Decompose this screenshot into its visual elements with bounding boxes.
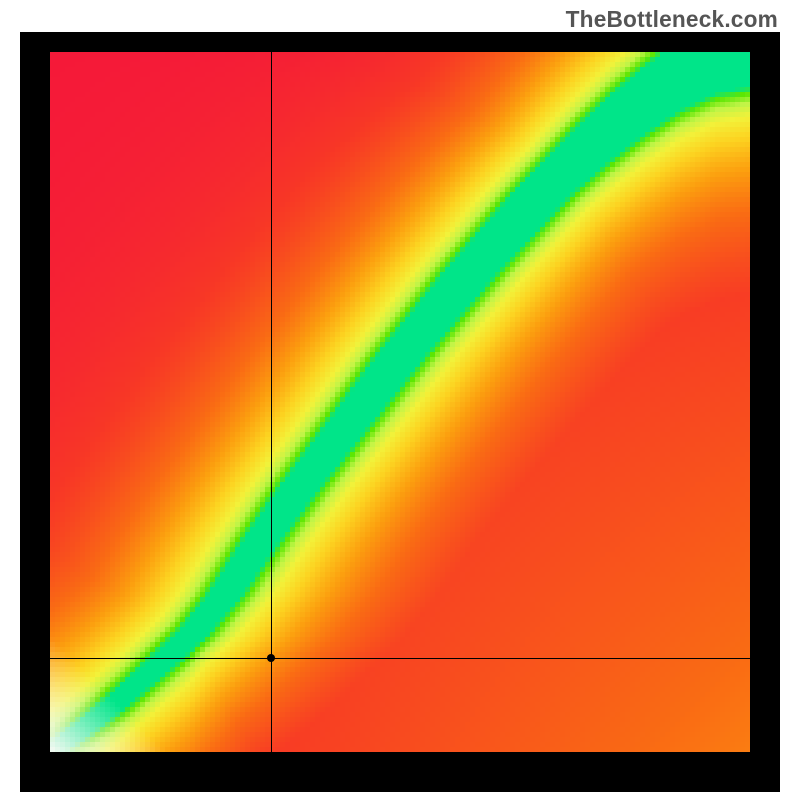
heatmap-plot-area	[50, 52, 750, 752]
chart-outer-frame	[20, 32, 780, 792]
watermark-text: TheBottleneck.com	[566, 6, 778, 33]
crosshair-vertical-line	[271, 52, 272, 752]
crosshair-selected-point	[267, 654, 275, 662]
heatmap-canvas	[50, 52, 750, 752]
crosshair-horizontal-line	[50, 658, 750, 659]
